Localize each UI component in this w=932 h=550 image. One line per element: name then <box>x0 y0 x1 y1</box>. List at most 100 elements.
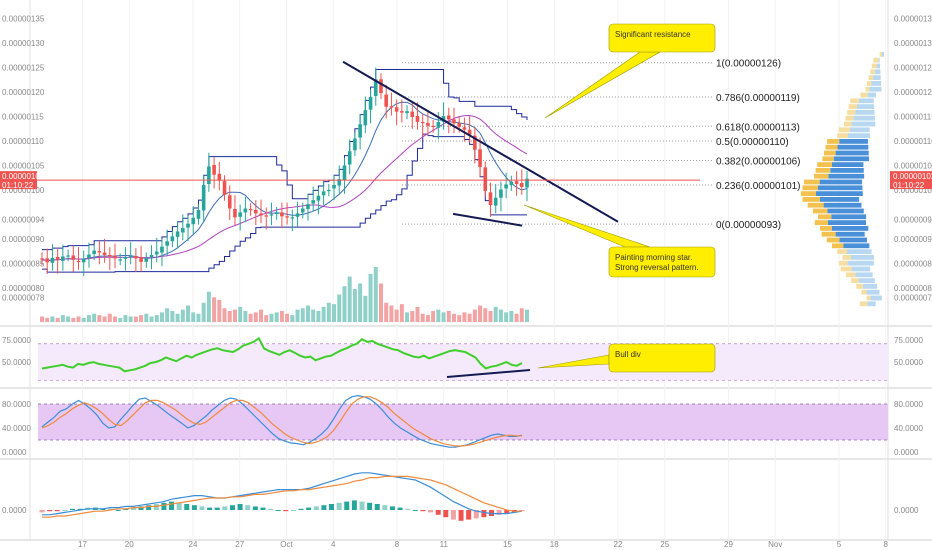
volume-profile-bar <box>870 69 875 75</box>
volume-bar <box>431 311 436 322</box>
volume-profile-bar <box>858 98 874 104</box>
price-tick-left: 0.00000120 <box>2 88 45 97</box>
callout-box <box>608 23 716 53</box>
volume-profile-bar <box>800 191 816 196</box>
time-tick: 4 <box>331 540 336 549</box>
time-tick: 25 <box>660 540 669 549</box>
volume-profile-bar <box>830 168 864 173</box>
volume-profile-bar <box>868 75 873 80</box>
volume-bar <box>305 305 310 322</box>
volume-bar <box>159 312 164 322</box>
volume-profile-bar <box>865 86 870 92</box>
candle-body <box>363 110 368 126</box>
volume-bar <box>55 317 60 322</box>
volume-profile-bar <box>819 226 832 231</box>
candle-body <box>410 111 415 118</box>
significant-resistance-callout[interactable]: Significant resistance <box>544 23 716 119</box>
volume-profile-bar <box>822 156 834 162</box>
volume-bar <box>248 313 253 322</box>
volume-profile-bar <box>826 237 840 243</box>
macd-histogram-bar <box>344 501 350 510</box>
candle-body <box>40 258 44 260</box>
volume-bar <box>118 317 123 322</box>
volume-profile-bar <box>802 185 818 191</box>
macd-histogram-bar <box>481 510 487 518</box>
macd-histogram-bar <box>138 506 144 510</box>
volume-profile-bar <box>848 133 870 138</box>
price-tick-right: 0.00000135 <box>894 15 932 24</box>
macd-histogram-bar <box>62 510 68 511</box>
candle-body <box>139 257 143 262</box>
annotation-callouts[interactable]: Significant resistance Painting morning s… <box>523 23 716 373</box>
volume-profile-bar <box>827 208 864 214</box>
rsi-tick-right: 75.0000 <box>894 336 923 345</box>
volume-profile-bar <box>870 295 882 301</box>
volume-bar <box>123 315 128 322</box>
candle-body <box>316 195 321 201</box>
volume-profile-bar <box>849 127 870 133</box>
volume-bar <box>446 311 451 322</box>
macd-histogram-bar <box>382 505 388 510</box>
candle-body <box>238 212 242 217</box>
macd-histogram-bar <box>229 505 235 510</box>
macd-histogram-bar <box>313 506 319 510</box>
fib-level-label: 0.236(0.00000101) <box>716 181 801 192</box>
candle-body <box>118 259 123 261</box>
price-tick-left: 0.00000085 <box>2 259 45 268</box>
candle-body <box>368 96 373 110</box>
time-axis: 17 20 24 27 Oct 4 8 11 15 18 22 25 29 Nov 5 8 <box>78 540 888 549</box>
callout-text: Bull div <box>615 350 641 359</box>
macd-tick-right: 0.0000 <box>894 506 919 515</box>
candle-body <box>186 223 190 228</box>
candle-body <box>295 213 300 217</box>
price-tick-right: 0.00000110 <box>894 137 932 146</box>
volume-bar <box>352 289 357 322</box>
volume-profile-bar <box>837 133 848 138</box>
candle-body <box>431 125 435 128</box>
candle-body <box>55 256 60 260</box>
volume-bar <box>139 315 144 322</box>
volume-profile-bar <box>835 231 865 237</box>
candle-body <box>175 231 180 237</box>
candle-body <box>290 217 295 219</box>
volume-profile-bar <box>815 168 831 173</box>
volume-profile-bar <box>847 249 872 254</box>
candle-body <box>66 255 70 257</box>
candle-body <box>61 256 65 261</box>
candle-body <box>128 255 133 258</box>
macd-histogram-bar <box>298 508 304 510</box>
morning-star-callout[interactable]: Painting morning star.Strong reversal pa… <box>523 204 716 278</box>
volume-bar <box>509 311 514 322</box>
bull-div-callout[interactable]: Bull div <box>537 343 716 373</box>
macd-line <box>42 475 522 518</box>
candle-body <box>446 115 451 120</box>
volume-bar <box>102 316 107 322</box>
candle-body <box>504 184 508 189</box>
price-badge-left-value: 0.00000102 <box>2 172 45 181</box>
candle-body <box>123 256 128 259</box>
volume-bar <box>222 308 227 322</box>
candle-body <box>441 116 446 122</box>
volume-profile-bar <box>817 162 832 167</box>
price-badge-right-countdown: 01:10:22 <box>893 181 925 190</box>
volume-profile-bar <box>839 260 848 266</box>
macd-histogram-bar <box>473 510 479 519</box>
price-tick-right: 0.00000120 <box>894 88 932 97</box>
volume-bar <box>279 311 284 322</box>
volume-bar <box>441 312 446 322</box>
volume-bar <box>66 316 71 322</box>
volume-bar <box>217 300 222 322</box>
volume-profile-bar <box>843 121 852 127</box>
candle-body <box>160 246 164 253</box>
macd-histogram-bar <box>329 504 335 510</box>
price-tick-right: 0.00000105 <box>894 161 932 170</box>
macd-histogram-bar <box>458 510 464 521</box>
time-tick: 11 <box>440 540 449 549</box>
candle-body <box>311 200 315 204</box>
macd-histogram-bar <box>69 508 75 510</box>
volume-profile-bar <box>802 197 820 202</box>
macd-histogram-bar <box>306 507 312 510</box>
